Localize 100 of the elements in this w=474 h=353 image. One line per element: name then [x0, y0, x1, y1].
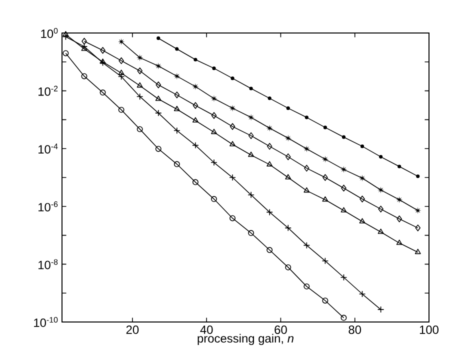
point — [210, 159, 218, 166]
point — [229, 174, 236, 181]
point — [248, 192, 254, 198]
point — [322, 156, 329, 163]
point — [266, 124, 273, 132]
y-tick-label: 10$^{-10}$ — [34, 316, 58, 328]
point — [303, 242, 310, 249]
point — [230, 215, 236, 222]
point — [118, 106, 124, 113]
point — [415, 224, 421, 232]
y-tick-label: 10$^{-4}$ — [38, 144, 58, 154]
point — [154, 62, 162, 70]
point — [285, 174, 292, 180]
point — [286, 106, 290, 110]
point — [379, 155, 383, 159]
point — [154, 110, 162, 116]
point — [156, 82, 162, 88]
point — [174, 106, 180, 112]
point — [100, 47, 106, 54]
point — [230, 123, 236, 130]
point — [194, 58, 198, 62]
point — [304, 187, 310, 193]
point — [322, 196, 328, 202]
point — [322, 174, 328, 181]
point — [359, 218, 366, 224]
point — [341, 184, 346, 192]
point — [210, 95, 218, 102]
x-tick-label: 80 — [348, 326, 362, 334]
point — [358, 174, 366, 182]
point — [99, 59, 106, 66]
point — [100, 58, 106, 64]
y-tick-label: 10$^{-6}$ — [38, 201, 58, 212]
point — [136, 126, 143, 132]
point — [118, 38, 125, 46]
point — [211, 196, 217, 202]
point — [174, 161, 180, 168]
point — [266, 142, 272, 150]
x-axis-title: processing gain, n — [198, 334, 294, 345]
point — [174, 92, 180, 98]
point — [396, 240, 402, 245]
point — [416, 174, 420, 178]
point — [212, 66, 216, 70]
point — [192, 179, 198, 186]
point — [322, 298, 328, 304]
point — [304, 116, 308, 120]
y-tick-label: 10$^{0}$ — [41, 28, 58, 38]
point — [118, 57, 124, 64]
point — [340, 166, 348, 173]
point — [248, 132, 254, 140]
x-tick-label: 100 — [420, 326, 439, 334]
x-tick-label: 20 — [126, 326, 139, 334]
point — [211, 128, 217, 134]
x-tick-label: 60 — [274, 326, 287, 334]
point — [156, 36, 160, 40]
point — [118, 70, 124, 75]
point — [304, 283, 310, 290]
point — [136, 82, 143, 88]
point — [396, 215, 402, 222]
point — [155, 146, 162, 152]
point — [398, 164, 402, 168]
point — [81, 46, 88, 51]
point — [192, 102, 198, 109]
point — [211, 112, 217, 119]
point — [358, 290, 366, 298]
point — [248, 114, 254, 121]
point — [284, 224, 292, 232]
point — [340, 207, 347, 212]
point — [285, 153, 291, 160]
point — [266, 208, 273, 216]
point — [304, 164, 310, 172]
point — [340, 274, 348, 281]
point — [377, 186, 384, 194]
point — [62, 33, 70, 40]
point — [174, 127, 180, 134]
point — [230, 76, 234, 80]
point — [377, 306, 384, 313]
point — [80, 43, 88, 50]
point — [192, 142, 199, 149]
point — [137, 67, 142, 74]
point — [155, 96, 162, 101]
point — [229, 104, 236, 112]
point — [136, 93, 144, 100]
point — [81, 73, 88, 80]
y-tick-label: 10$^{-2}$ — [38, 86, 58, 96]
point — [360, 144, 364, 148]
point — [192, 83, 199, 90]
point — [284, 134, 292, 142]
point — [266, 247, 273, 253]
point — [268, 96, 272, 100]
point — [248, 230, 254, 236]
x-tick-label: 40 — [200, 326, 213, 334]
y-tick-label: 10$^{-8}$ — [38, 259, 58, 270]
point — [248, 152, 254, 157]
point — [342, 135, 346, 139]
point — [82, 38, 87, 45]
point — [378, 228, 384, 234]
point — [62, 31, 69, 36]
point — [249, 86, 253, 90]
point — [174, 72, 180, 80]
point — [136, 54, 144, 62]
